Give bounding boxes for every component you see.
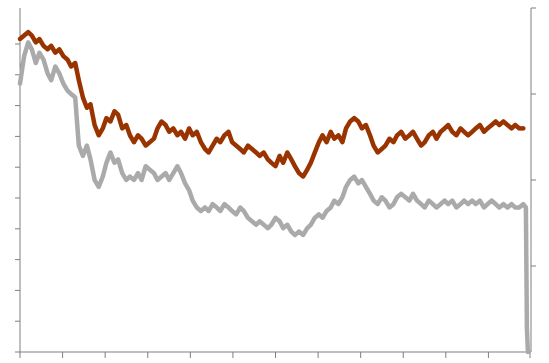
series-line-2 — [17, 40, 531, 355]
series-line-1 — [17, 29, 526, 179]
axes — [15, 7, 536, 358]
series-lines — [17, 29, 531, 355]
